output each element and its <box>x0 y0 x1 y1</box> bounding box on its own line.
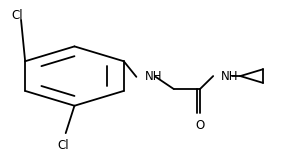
Text: NH: NH <box>220 70 238 83</box>
Text: O: O <box>195 119 205 132</box>
Text: NH: NH <box>145 70 162 83</box>
Text: Cl: Cl <box>12 9 23 22</box>
Text: Cl: Cl <box>57 139 69 152</box>
